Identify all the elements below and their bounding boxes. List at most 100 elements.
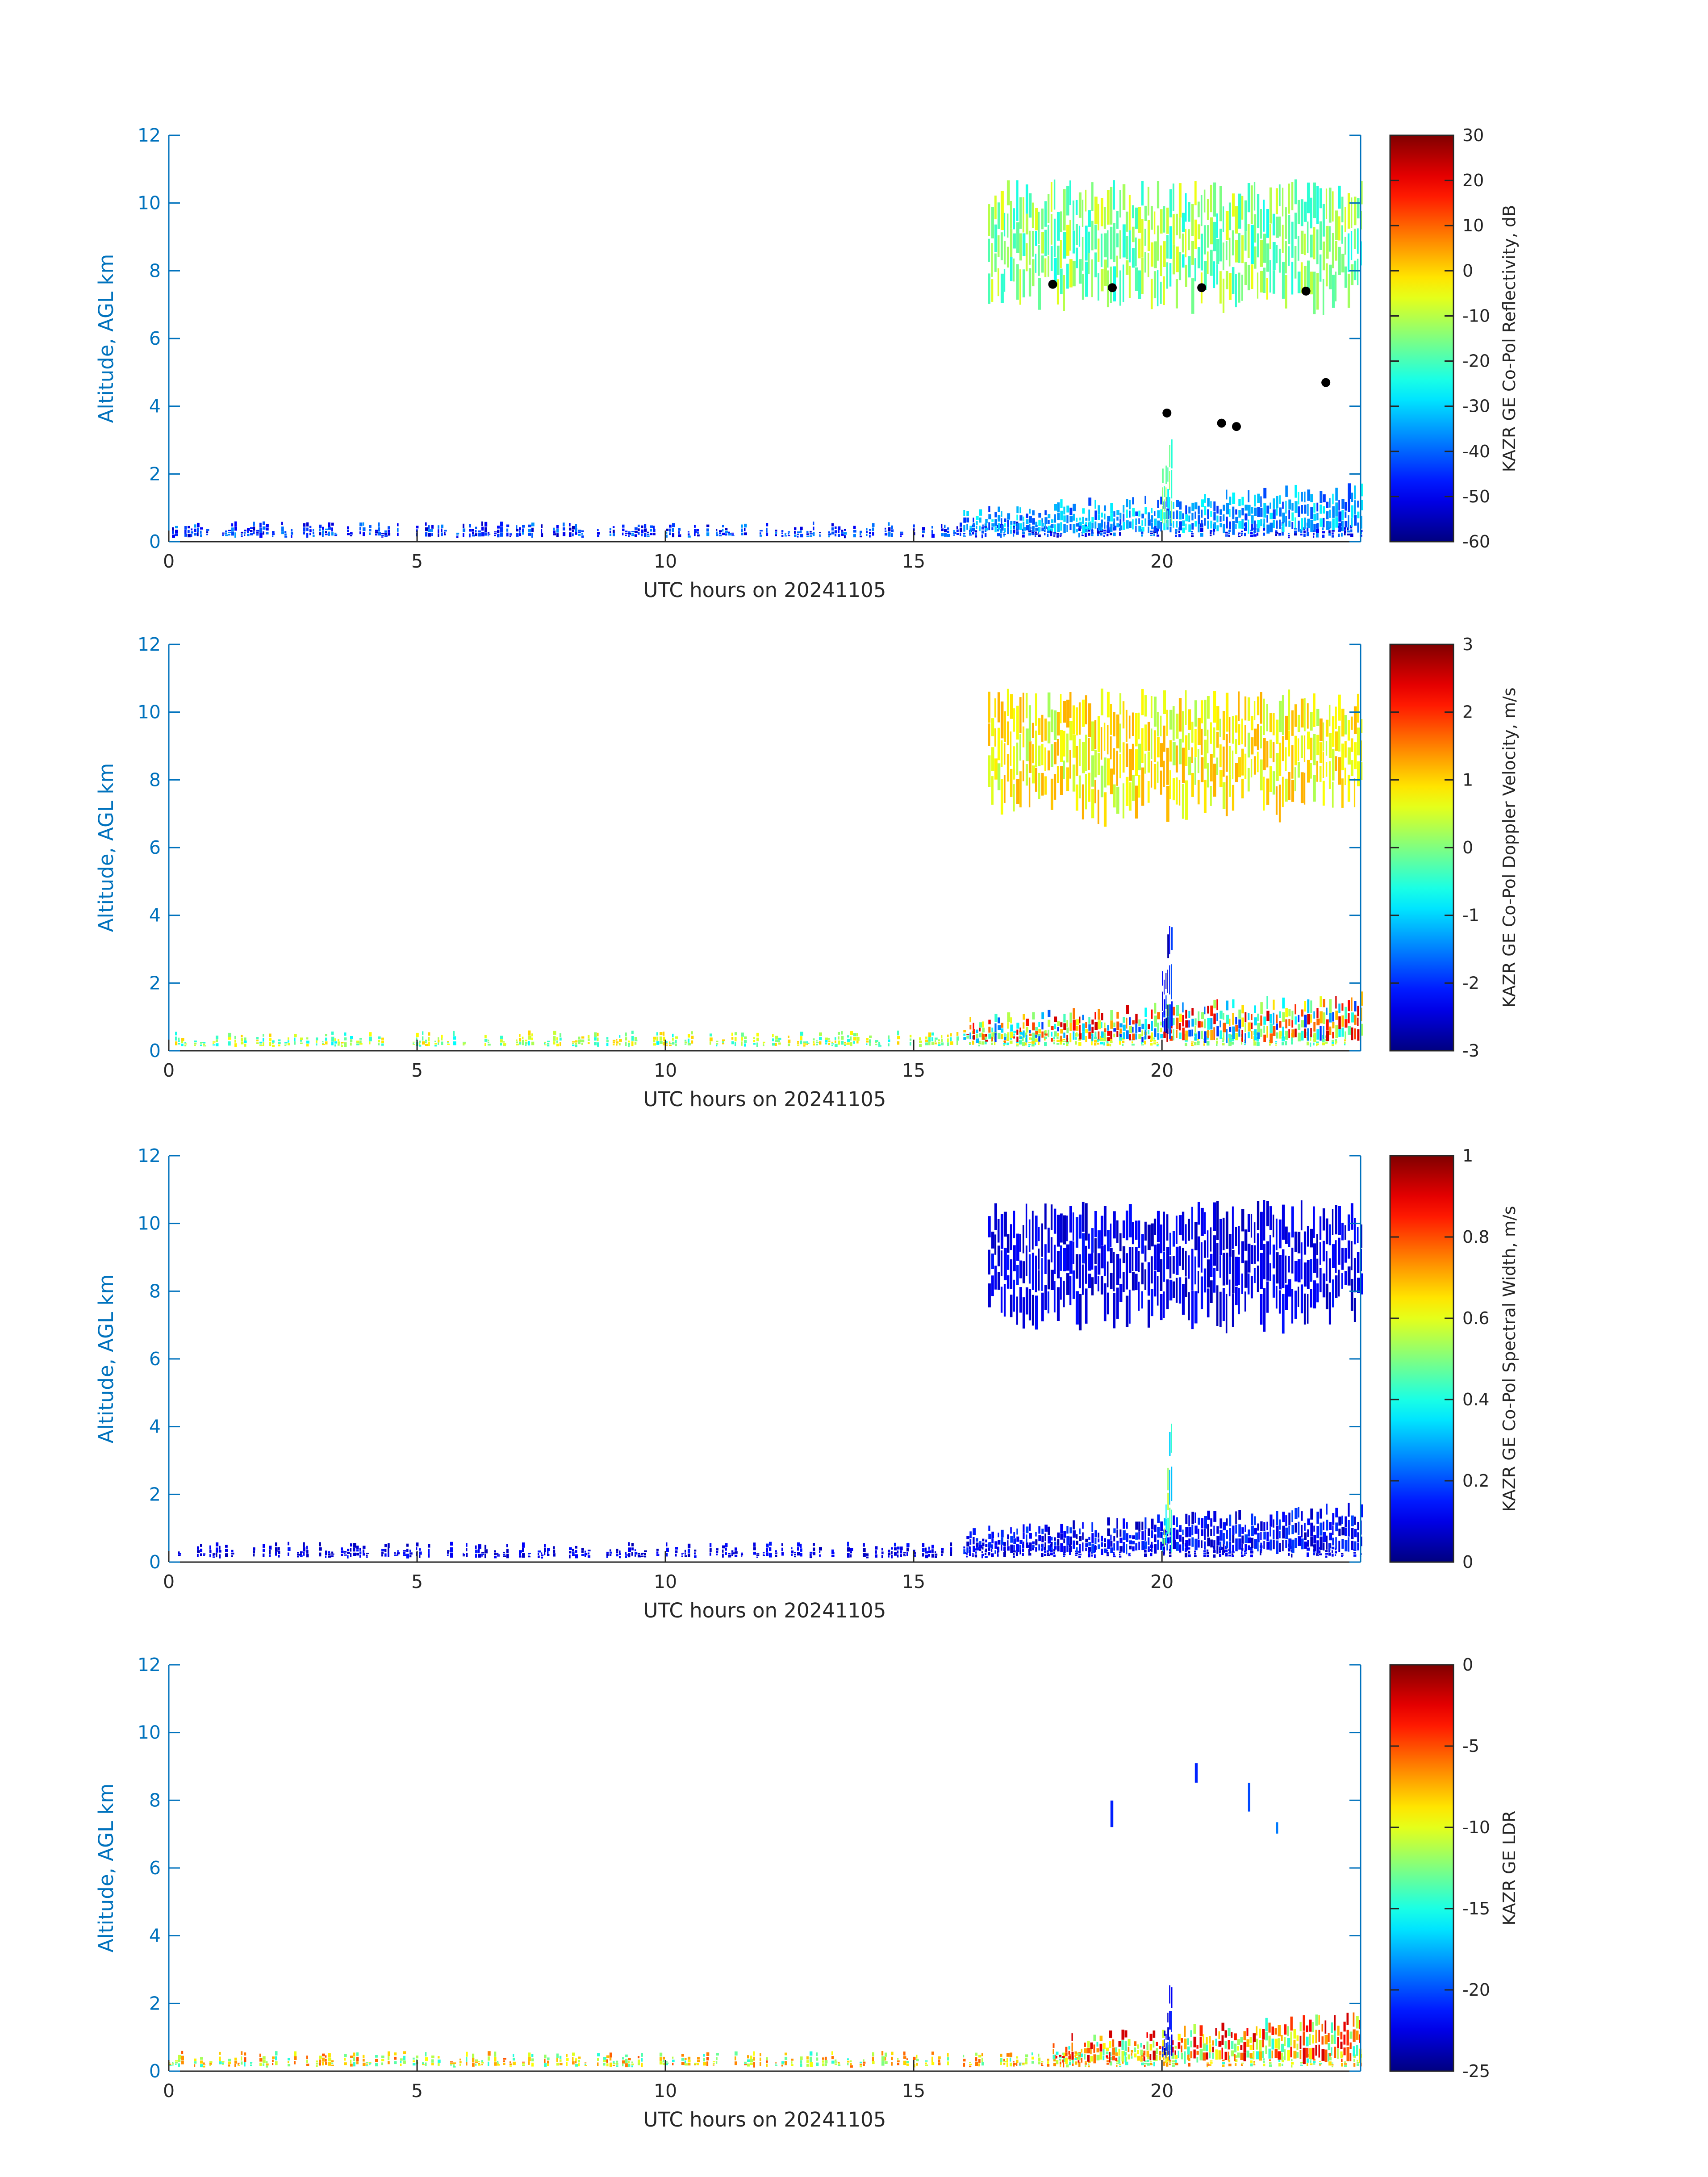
x-tick-label: 5 xyxy=(411,551,423,572)
colorbar-tick-label: -60 xyxy=(1462,532,1490,552)
y-tick-label: 4 xyxy=(149,1925,161,1947)
y-tick-label: 12 xyxy=(138,1654,161,1676)
x-tick-label: 15 xyxy=(902,551,925,572)
radar-returns xyxy=(175,688,1363,1048)
colorbar-gradient xyxy=(1389,1664,1454,2072)
marker-point xyxy=(1197,283,1207,292)
colorbar-tick-label: -1 xyxy=(1462,906,1479,925)
y-tick-label: 8 xyxy=(149,769,161,790)
marker-point xyxy=(1107,283,1117,292)
x-tick-label: 0 xyxy=(163,551,175,572)
colorbar-tick-label: -15 xyxy=(1462,1899,1490,1918)
colorbar-tick-label: -20 xyxy=(1462,1980,1490,2000)
y-tick-label: 6 xyxy=(149,837,161,858)
y-axis-label: Altitude, AGL km xyxy=(94,763,118,932)
y-tick-label: 8 xyxy=(149,260,161,281)
colorbar: 1 0.8 0.6 0.4 0.2 0 KAZR GE Co-Pol Spectral Wi… xyxy=(1389,1146,1519,1572)
x-tick-label: 20 xyxy=(1150,1571,1173,1592)
y-tick-label: 4 xyxy=(149,905,161,926)
colorbar-tick-label: -10 xyxy=(1462,306,1490,326)
x-tick-label: 10 xyxy=(654,551,677,572)
colorbar-tick-label: -3 xyxy=(1462,1041,1479,1061)
x-tick-label: 5 xyxy=(411,1060,423,1081)
radar-returns xyxy=(169,1763,1362,2068)
x-axis-label: UTC hours on 20241105 xyxy=(643,1087,886,1111)
colorbar-tick-label: -50 xyxy=(1462,487,1490,506)
x-tick-label: 20 xyxy=(1150,1060,1173,1081)
y-tick-label: 0 xyxy=(149,2060,161,2082)
y-tick-label: 0 xyxy=(149,1040,161,1061)
colorbar: 3 2 1 0 -1 -2 -3 KAZR GE Co-Pol Doppler Velocit… xyxy=(1389,635,1519,1061)
y-tick-label: 10 xyxy=(138,192,161,214)
colorbar-label: KAZR GE Co-Pol Doppler Velocity, m/s xyxy=(1499,687,1519,1007)
y-tick-label: 0 xyxy=(149,1551,161,1573)
x-tick-label: 10 xyxy=(654,2080,677,2102)
colorbar-tick-label: -30 xyxy=(1462,397,1490,416)
colorbar-label: KAZR GE Co-Pol Reflectivity, dB xyxy=(1499,205,1519,472)
colorbar-tick-label: -5 xyxy=(1462,1736,1479,1756)
x-tick-label: 15 xyxy=(902,1571,925,1592)
marker-point xyxy=(1162,408,1172,418)
x-axis-label: UTC hours on 20241105 xyxy=(643,2108,886,2131)
y-axis-label: Altitude, AGL km xyxy=(94,1784,118,1953)
y-tick-label: 2 xyxy=(149,972,161,994)
colorbar-tick-label: 20 xyxy=(1462,171,1484,190)
y-tick-label: 2 xyxy=(149,1993,161,2014)
colorbar-tick-label: 0.6 xyxy=(1462,1308,1489,1328)
x-tick-label: 10 xyxy=(654,1060,677,1081)
y-tick-label: 8 xyxy=(149,1789,161,1811)
colorbar-tick-label: 2 xyxy=(1462,702,1473,722)
y-tick-label: 6 xyxy=(149,328,161,349)
x-axis-label: UTC hours on 20241105 xyxy=(643,578,886,602)
x-tick-label: 20 xyxy=(1150,2080,1173,2102)
x-tick-label: 10 xyxy=(654,1571,677,1592)
radar-returns xyxy=(178,1200,1363,1559)
y-tick-label: 6 xyxy=(149,1857,161,1879)
colorbar-label: KAZR GE Co-Pol Spectral Width, m/s xyxy=(1499,1206,1519,1512)
y-tick-label: 4 xyxy=(149,1416,161,1437)
y-tick-label: 10 xyxy=(138,1722,161,1743)
colorbar: 0 -5 -10 -15 -20 -25 KAZR GE LDR xyxy=(1389,1655,1519,2081)
y-tick-label: 6 xyxy=(149,1348,161,1370)
x-tick-label: 0 xyxy=(163,1571,175,1592)
x-tick-label: 20 xyxy=(1150,551,1173,572)
panel-1: 0 5 10 15 20 0 2 4 6 8 10 12 UTC hours on 20241105 Al… xyxy=(94,125,1519,602)
x-tick-label: 15 xyxy=(902,1060,925,1081)
y-tick-label: 8 xyxy=(149,1280,161,1302)
x-tick-label: 0 xyxy=(163,2080,175,2102)
colorbar-tick-label: -25 xyxy=(1462,2061,1490,2081)
x-axis-label: UTC hours on 20241105 xyxy=(643,1599,886,1622)
y-tick-label: 2 xyxy=(149,1483,161,1505)
y-tick-label: 12 xyxy=(138,634,161,655)
colorbar-tick-label: 0 xyxy=(1462,261,1473,280)
y-tick-label: 0 xyxy=(149,531,161,552)
marker-point xyxy=(1048,280,1057,289)
colorbar: 30 20 10 0 -10 -20 -30 -40 -50 -60 KAZR GE Co-Pol … xyxy=(1389,125,1519,552)
marker-point xyxy=(1232,422,1241,431)
colorbar-gradient xyxy=(1389,643,1454,1052)
colorbar-tick-label: 0 xyxy=(1462,1655,1473,1675)
colorbar-gradient xyxy=(1389,1155,1454,1563)
y-axis-label: Altitude, AGL km xyxy=(94,254,118,423)
marker-point xyxy=(1321,378,1331,387)
x-tick-label: 5 xyxy=(411,1571,423,1592)
colorbar-tick-label: 1 xyxy=(1462,770,1473,790)
marker-point xyxy=(1217,418,1226,428)
y-tick-label: 12 xyxy=(138,125,161,146)
colorbar-tick-label: -40 xyxy=(1462,442,1490,461)
y-tick-label: 4 xyxy=(149,396,161,417)
colorbar-tick-label: 0.8 xyxy=(1462,1227,1489,1247)
x-tick-label: 5 xyxy=(411,2080,423,2102)
colorbar-gradient xyxy=(1389,134,1454,543)
colorbar-tick-label: -10 xyxy=(1462,1818,1490,1837)
y-axis-label: Altitude, AGL km xyxy=(94,1274,118,1444)
colorbar-tick-label: 3 xyxy=(1462,635,1473,654)
colorbar-tick-label: 30 xyxy=(1462,125,1484,145)
x-tick-label: 0 xyxy=(163,1060,175,1081)
y-tick-label: 10 xyxy=(138,1213,161,1234)
colorbar-tick-label: 10 xyxy=(1462,216,1484,235)
colorbar-tick-label: -2 xyxy=(1462,973,1479,993)
